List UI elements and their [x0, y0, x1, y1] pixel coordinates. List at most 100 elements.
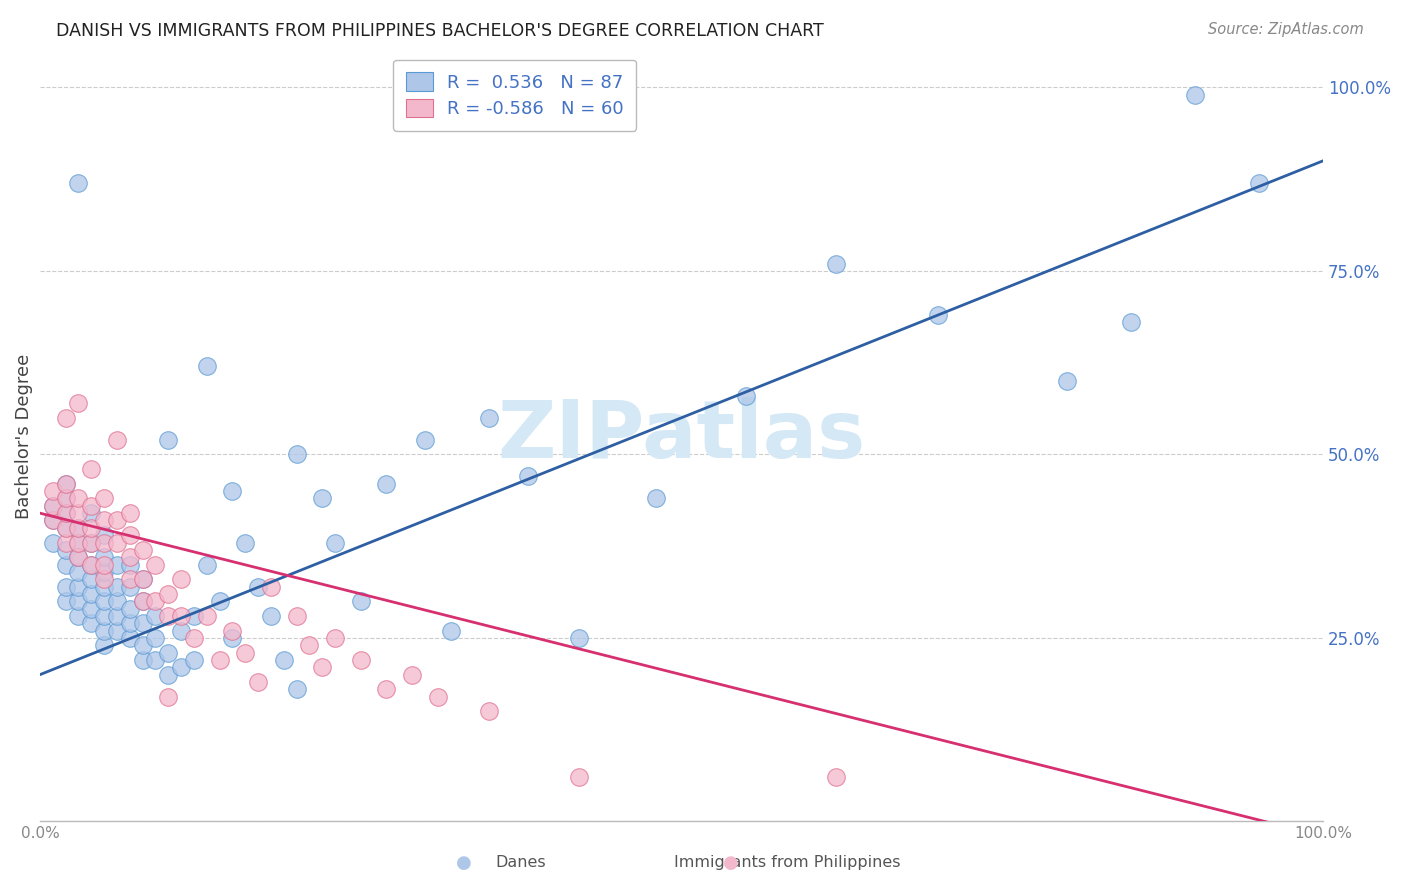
Point: [824, 771, 846, 785]
Point: [145, 653, 167, 667]
Point: [131, 572, 153, 586]
Point: [93, 565, 115, 579]
Point: [170, 572, 193, 586]
Point: [208, 594, 231, 608]
Point: [478, 704, 501, 718]
Point: [55, 491, 77, 506]
Point: [131, 616, 153, 631]
Point: [105, 433, 128, 447]
Point: [1119, 315, 1142, 329]
Point: [183, 608, 205, 623]
Point: [55, 506, 77, 520]
Point: [93, 550, 115, 565]
Point: [80, 558, 103, 572]
Point: [516, 469, 538, 483]
Point: [401, 667, 423, 681]
Point: [105, 594, 128, 608]
Point: [55, 521, 77, 535]
Point: [67, 176, 90, 190]
Point: [260, 580, 283, 594]
Point: [195, 359, 218, 374]
Point: [131, 594, 153, 608]
Point: [80, 506, 103, 520]
Point: [80, 601, 103, 615]
Text: Source: ZipAtlas.com: Source: ZipAtlas.com: [1208, 22, 1364, 37]
Point: [80, 587, 103, 601]
Point: [247, 580, 270, 594]
Point: [118, 550, 141, 565]
Point: [568, 771, 591, 785]
Point: [80, 535, 103, 549]
Point: [157, 690, 180, 704]
Point: [93, 514, 115, 528]
Point: [118, 580, 141, 594]
Point: [93, 594, 115, 608]
Point: [131, 542, 153, 557]
Point: [568, 631, 591, 645]
Point: [93, 491, 115, 506]
Point: [195, 558, 218, 572]
Point: [131, 594, 153, 608]
Point: [157, 667, 180, 681]
Point: [426, 690, 449, 704]
Point: [93, 638, 115, 652]
Point: [247, 675, 270, 690]
Point: [93, 608, 115, 623]
Point: [375, 682, 398, 697]
Point: [67, 580, 90, 594]
Point: [67, 608, 90, 623]
Point: [67, 396, 90, 410]
Point: [170, 624, 193, 638]
Point: [145, 594, 167, 608]
Point: [118, 572, 141, 586]
Point: [55, 542, 77, 557]
Point: [195, 608, 218, 623]
Point: [55, 491, 77, 506]
Point: [824, 256, 846, 270]
Y-axis label: Bachelor's Degree: Bachelor's Degree: [15, 353, 32, 518]
Point: [67, 550, 90, 565]
Point: [145, 558, 167, 572]
Point: [93, 572, 115, 586]
Point: [105, 580, 128, 594]
Point: [285, 608, 308, 623]
Point: [273, 653, 295, 667]
Point: [170, 608, 193, 623]
Point: [80, 558, 103, 572]
Point: [55, 521, 77, 535]
Point: [285, 447, 308, 461]
Point: [375, 476, 398, 491]
Point: [55, 476, 77, 491]
Point: [1184, 87, 1206, 102]
Point: [105, 535, 128, 549]
Point: [439, 624, 461, 638]
Point: [55, 506, 77, 520]
Point: [311, 491, 333, 506]
Point: [118, 631, 141, 645]
Point: [927, 308, 949, 322]
Point: [221, 624, 243, 638]
Text: Immigrants from Philippines: Immigrants from Philippines: [673, 855, 901, 870]
Point: [93, 558, 115, 572]
Point: [221, 631, 243, 645]
Point: [67, 521, 90, 535]
Point: [323, 631, 346, 645]
Point: [105, 514, 128, 528]
Point: [55, 535, 77, 549]
Point: [233, 535, 256, 549]
Point: [131, 572, 153, 586]
Point: [118, 601, 141, 615]
Point: [413, 433, 436, 447]
Point: [67, 521, 90, 535]
Point: [157, 587, 180, 601]
Point: [80, 462, 103, 476]
Point: [644, 491, 666, 506]
Point: [105, 608, 128, 623]
Point: [1247, 176, 1270, 190]
Point: [67, 535, 90, 549]
Point: [93, 624, 115, 638]
Point: [131, 653, 153, 667]
Point: [221, 484, 243, 499]
Point: [157, 433, 180, 447]
Point: [67, 550, 90, 565]
